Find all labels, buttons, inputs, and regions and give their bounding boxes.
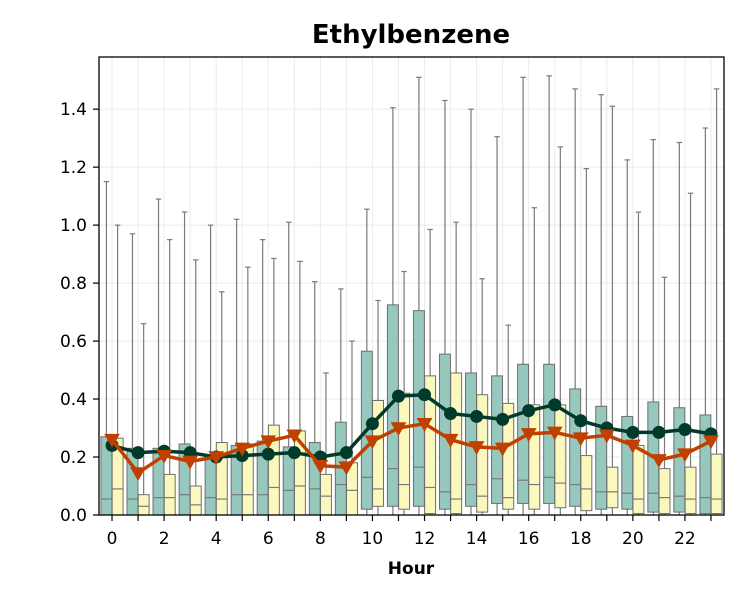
x-tick-label: 16 — [518, 529, 540, 549]
box — [398, 392, 411, 510]
mean-point — [261, 447, 275, 461]
mean-point — [287, 446, 301, 460]
mean-point — [364, 435, 381, 450]
box — [502, 402, 515, 510]
box — [372, 400, 385, 507]
mean-point — [520, 428, 537, 442]
mean-point — [494, 442, 511, 457]
y-tick-label: 0.0 — [60, 506, 87, 526]
mean-point — [234, 442, 251, 457]
mean-point — [652, 425, 666, 439]
box — [528, 404, 541, 510]
mean-point — [677, 448, 693, 463]
box — [189, 485, 202, 516]
y-tick-label: 0.4 — [60, 390, 87, 410]
mean-point — [312, 459, 329, 474]
box — [595, 405, 608, 510]
mean-point — [468, 441, 485, 455]
plot-frame — [98, 56, 725, 516]
x-tick-label: 20 — [622, 529, 644, 549]
mean-point — [522, 404, 536, 418]
x-tick-label: 10 — [362, 529, 384, 549]
box — [412, 310, 425, 507]
mean-point — [338, 461, 355, 476]
x-tick-label: 4 — [211, 529, 222, 549]
box — [632, 444, 645, 515]
mean-point — [260, 435, 277, 450]
mean-point — [208, 451, 225, 466]
mean-point — [130, 467, 146, 481]
y-tick-label: 0.2 — [60, 448, 87, 468]
mean-point — [156, 449, 172, 464]
box — [554, 404, 567, 509]
box — [424, 375, 437, 515]
box — [658, 468, 671, 515]
mean-line-layer — [104, 388, 719, 481]
y-tick-label: 1.2 — [60, 158, 87, 178]
x-tick-label: 2 — [159, 529, 170, 549]
mean-point — [418, 388, 432, 402]
mean-point — [572, 432, 589, 447]
box — [710, 453, 723, 515]
x-tick-label: 14 — [466, 529, 488, 549]
mean-point — [626, 425, 640, 439]
box — [438, 353, 451, 510]
mean-point — [546, 426, 563, 441]
box — [684, 466, 697, 515]
mean-point — [574, 414, 588, 428]
mean-point — [339, 446, 353, 460]
mean-point — [104, 433, 120, 448]
mean-point — [470, 409, 484, 423]
mean-point — [416, 417, 433, 432]
box — [319, 473, 332, 516]
mean-point — [598, 429, 615, 444]
x-tick-label: 6 — [263, 529, 274, 549]
mean-point — [390, 422, 407, 437]
mean-point — [442, 433, 459, 448]
x-tick-label: 8 — [315, 529, 326, 549]
mean-line — [110, 421, 712, 475]
box — [606, 466, 619, 509]
mean-point — [496, 412, 510, 426]
x-tick-label: 0 — [107, 529, 118, 549]
x-tick-label: 18 — [570, 529, 592, 549]
box — [137, 494, 150, 516]
y-tick-label: 0.6 — [60, 332, 87, 352]
box — [163, 473, 176, 516]
mean-point — [703, 435, 719, 450]
y-tick-label: 1.0 — [60, 216, 87, 236]
mean-point — [182, 455, 199, 470]
mean-point — [444, 407, 458, 421]
mean-point — [624, 439, 641, 454]
chart-title: Ethylbenzene — [312, 20, 510, 50]
mean-point — [548, 398, 562, 412]
mean-point — [651, 454, 667, 468]
box — [580, 455, 593, 512]
box — [491, 375, 504, 504]
box — [465, 372, 477, 507]
x-axis-label: Hour — [388, 559, 435, 579]
x-tick-label: 22 — [674, 529, 696, 549]
box — [569, 388, 582, 507]
mean-point — [365, 417, 379, 431]
y-tick-label: 0.8 — [60, 274, 87, 294]
mean-point — [678, 422, 692, 436]
mean-point — [286, 429, 303, 444]
mean-point — [391, 389, 405, 403]
x-tick-label: 12 — [414, 529, 436, 549]
y-tick-label: 1.4 — [60, 100, 87, 120]
box — [204, 456, 217, 516]
axis-layer: 0 2 4 6 8 10 12 14 16 18 20 22 0.0 0.2 0.4 0.6 0.8 1.0 1.2… — [60, 100, 712, 549]
mean-point — [131, 446, 145, 460]
